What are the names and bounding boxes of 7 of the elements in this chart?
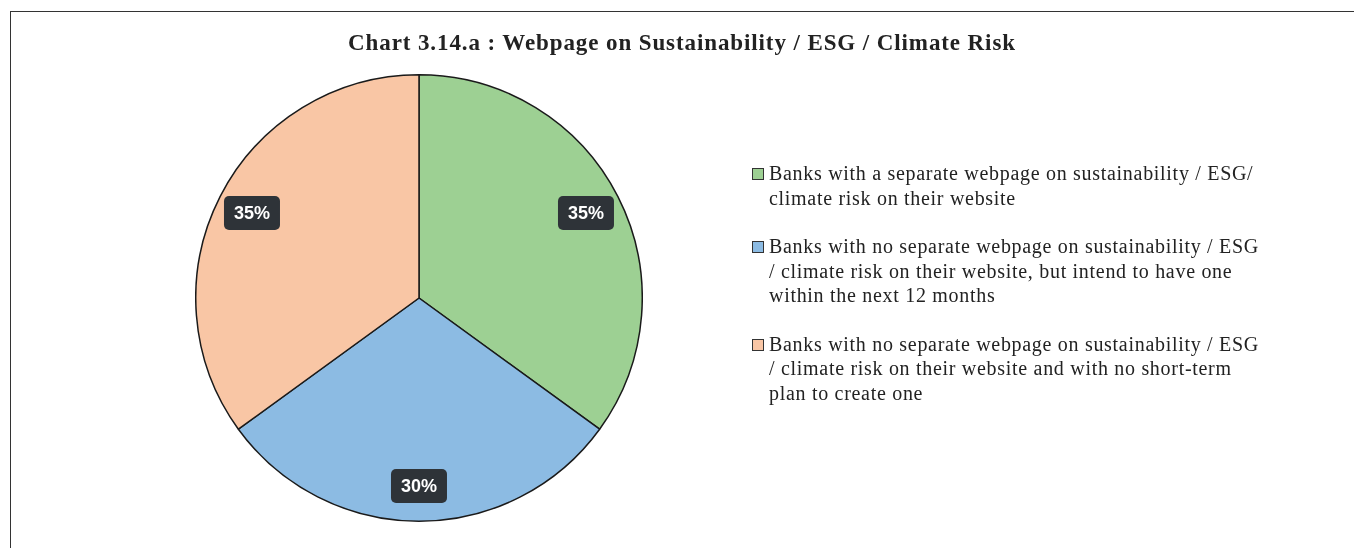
data-label: 35% bbox=[223, 195, 280, 230]
data-label: 30% bbox=[390, 468, 448, 503]
legend-label: Banks with no separate webpage on sustainability / ESG / climate risk on their website and with no short-term plan to create one bbox=[769, 332, 1259, 404]
legend-label: Banks with no separate webpage on sustainability / ESG / climate risk on their website, but intend to have one within the next 12 months bbox=[769, 235, 1259, 306]
chart-title: Chart 3.14.a : Webpage on Sustainability / ESG / Climate Risk bbox=[347, 30, 1017, 56]
data-label: 35% bbox=[558, 195, 615, 230]
legend-label: Banks with a separate webpage on sustainability / ESG/ climate risk on their website bbox=[769, 162, 1254, 209]
